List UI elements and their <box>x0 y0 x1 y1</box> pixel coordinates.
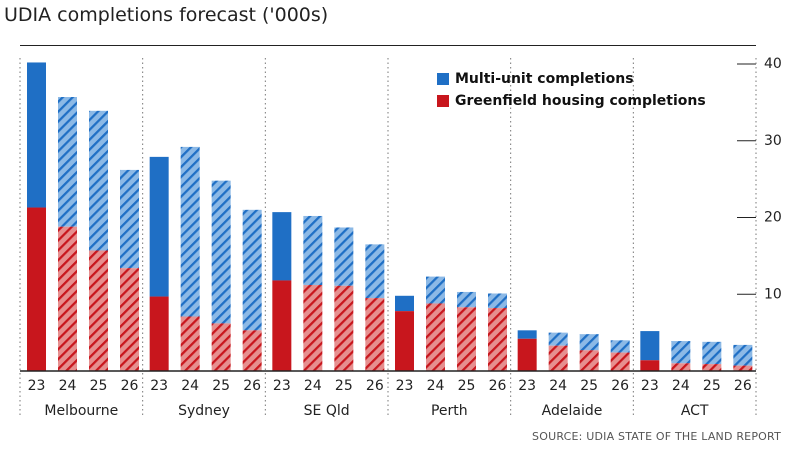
bar-multi-unit-act-24 <box>671 341 691 364</box>
y-tick-label-10: 10 <box>764 286 782 302</box>
bar-greenfield-adelaide-23 <box>517 338 537 371</box>
source-note: SOURCE: UDIA STATE OF THE LAND REPORT <box>532 430 781 443</box>
bar-multi-unit-sydney-26 <box>242 209 262 331</box>
x-group-label-melbourne: Melbourne <box>44 403 118 419</box>
bar-greenfield-se-qld-26 <box>365 298 385 371</box>
x-tick-label-year: 25 <box>580 378 598 394</box>
bar-greenfield-sydney-25 <box>211 323 231 371</box>
bar-multi-unit-se-qld-25 <box>334 227 354 286</box>
bar-multi-unit-perth-23 <box>395 295 414 312</box>
bar-greenfield-sydney-24 <box>180 316 200 371</box>
bar-multi-unit-adelaide-24 <box>548 332 568 346</box>
x-tick-label-year: 26 <box>121 378 139 394</box>
x-tick-label-year: 24 <box>181 378 199 394</box>
bar-multi-unit-sydney-24 <box>180 146 200 317</box>
bar-greenfield-adelaide-25 <box>579 350 599 371</box>
bar-greenfield-se-qld-24 <box>303 285 323 371</box>
legend-label-multi-unit: Multi-unit completions <box>455 71 634 87</box>
bar-greenfield-adelaide-26 <box>610 352 630 371</box>
bar-greenfield-se-qld-25 <box>334 285 354 371</box>
legend-item-greenfield: Greenfield housing completions <box>437 90 706 112</box>
x-tick-label-year: 23 <box>273 378 291 394</box>
bar-greenfield-melbourne-25 <box>89 250 108 371</box>
bar-multi-unit-perth-24 <box>426 276 445 304</box>
x-tick-label-year: 24 <box>549 378 567 394</box>
x-tick-label-year: 24 <box>59 378 77 394</box>
bar-multi-unit-adelaide-25 <box>579 334 599 351</box>
legend-item-multi-unit: Multi-unit completions <box>437 68 706 90</box>
x-tick-label-year: 26 <box>243 378 261 394</box>
bar-greenfield-perth-24 <box>426 303 445 371</box>
x-tick-label-year: 23 <box>150 378 168 394</box>
x-group-label-act: ACT <box>681 403 709 419</box>
bar-multi-unit-melbourne-25 <box>89 110 108 251</box>
x-tick-label-year: 24 <box>672 378 690 394</box>
x-group-label-adelaide: Adelaide <box>542 403 603 419</box>
bar-greenfield-act-26 <box>733 365 753 371</box>
bar-multi-unit-se-qld-24 <box>303 215 323 286</box>
x-tick-label-year: 26 <box>611 378 629 394</box>
bar-greenfield-adelaide-24 <box>548 345 568 371</box>
bar-multi-unit-sydney-23 <box>149 156 169 297</box>
x-tick-label-year: 26 <box>366 378 384 394</box>
bar-multi-unit-act-26 <box>733 344 753 366</box>
legend-label-greenfield: Greenfield housing completions <box>455 93 706 109</box>
x-tick-label-year: 23 <box>396 378 414 394</box>
bar-multi-unit-perth-25 <box>457 291 476 308</box>
bar-multi-unit-melbourne-24 <box>58 97 77 227</box>
x-tick-label-year: 26 <box>734 378 752 394</box>
bar-greenfield-sydney-26 <box>242 330 262 371</box>
x-tick-label-year: 23 <box>641 378 659 394</box>
chart-title: UDIA completions forecast ('000s) <box>4 4 329 26</box>
bar-greenfield-melbourne-26 <box>120 268 139 371</box>
bar-multi-unit-adelaide-23 <box>517 330 537 339</box>
bar-multi-unit-se-qld-26 <box>365 244 385 299</box>
bar-greenfield-perth-26 <box>488 308 507 371</box>
x-group-label-se-qld: SE Qld <box>304 403 350 419</box>
legend-swatch-greenfield <box>437 95 449 107</box>
x-tick-label-year: 24 <box>304 378 322 394</box>
legend: Multi-unit completions Greenfield housin… <box>437 68 706 112</box>
bar-greenfield-act-25 <box>702 364 722 371</box>
bar-multi-unit-melbourne-26 <box>120 169 139 269</box>
bar-greenfield-melbourne-24 <box>58 226 77 371</box>
x-tick-label-year: 25 <box>458 378 476 394</box>
x-tick-label-year: 26 <box>489 378 507 394</box>
y-tick-label-30: 30 <box>764 133 782 149</box>
bar-multi-unit-adelaide-26 <box>610 340 630 353</box>
x-group-label-perth: Perth <box>431 403 468 419</box>
y-tick-label-20: 20 <box>764 210 782 226</box>
bar-greenfield-se-qld-23 <box>272 280 292 371</box>
y-tick-label-40: 40 <box>764 56 782 72</box>
bar-multi-unit-melbourne-23 <box>27 62 46 208</box>
bar-multi-unit-sydney-25 <box>211 180 231 324</box>
x-tick-label-year: 25 <box>335 378 353 394</box>
x-tick-label-year: 25 <box>90 378 108 394</box>
bar-greenfield-perth-23 <box>395 311 414 371</box>
bar-multi-unit-se-qld-23 <box>272 212 292 281</box>
bar-multi-unit-act-25 <box>702 341 722 365</box>
x-tick-label-year: 23 <box>28 378 46 394</box>
x-tick-label-year: 25 <box>703 378 721 394</box>
x-tick-label-year: 25 <box>212 378 230 394</box>
bar-multi-unit-act-23 <box>640 331 660 361</box>
bar-greenfield-melbourne-23 <box>27 207 46 371</box>
bar-multi-unit-perth-26 <box>488 293 507 309</box>
x-tick-label-year: 23 <box>518 378 536 394</box>
title-rule <box>20 45 756 46</box>
x-tick-label-year: 24 <box>427 378 445 394</box>
bar-greenfield-act-24 <box>671 363 691 371</box>
bar-greenfield-perth-25 <box>457 307 476 371</box>
legend-swatch-multi-unit <box>437 73 449 85</box>
bar-greenfield-act-23 <box>640 360 660 371</box>
bar-greenfield-sydney-23 <box>149 296 169 371</box>
x-group-label-sydney: Sydney <box>178 403 230 419</box>
